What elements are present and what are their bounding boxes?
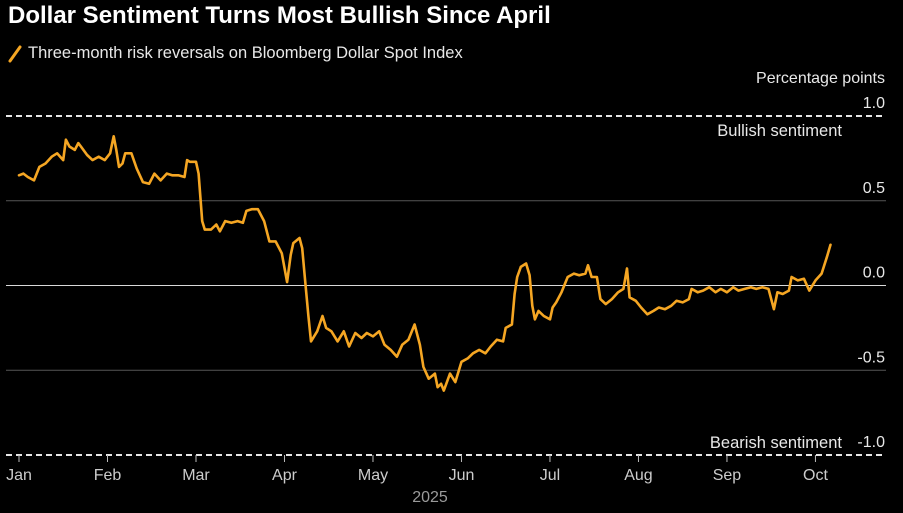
x-tick-label: Jul	[540, 467, 560, 484]
x-tick-label: Jun	[449, 467, 475, 484]
bearish-annotation: Bearish sentiment	[710, 434, 842, 452]
y-axis-label: Percentage points	[756, 70, 885, 87]
x-tick-label: May	[358, 467, 388, 484]
x-tick-label: Mar	[182, 467, 210, 484]
x-axis-label: 2025	[412, 489, 448, 506]
legend-label: Three-month risk reversals on Bloomberg …	[28, 44, 463, 62]
y-tick-label: -0.5	[857, 349, 885, 366]
legend-swatch	[8, 45, 22, 62]
x-tick-label: Apr	[272, 467, 298, 484]
x-tick-label: Jan	[6, 467, 32, 484]
x-tick-label: Sep	[713, 467, 742, 484]
y-tick-label: 0.5	[863, 180, 885, 197]
x-tick-label: Aug	[624, 467, 652, 484]
x-tick-label: Feb	[94, 467, 122, 484]
series-line	[17, 135, 832, 392]
y-tick-label: -1.0	[857, 434, 885, 451]
bullish-annotation: Bullish sentiment	[717, 122, 842, 140]
x-tick-label: Oct	[803, 467, 828, 484]
y-tick-label: 1.0	[863, 95, 885, 112]
series-line-layer	[17, 135, 832, 392]
chart-title: Dollar Sentiment Turns Most Bullish Sinc…	[8, 2, 551, 29]
axis-labels: 1.0 0.5 0.0 -0.5 -1.0 Bullish sentiment Bearis…	[6, 95, 885, 484]
legend: Three-month risk reversals on Bloomberg …	[8, 44, 463, 63]
gridlines	[6, 115, 886, 456]
y-tick-label: 0.0	[863, 265, 885, 282]
